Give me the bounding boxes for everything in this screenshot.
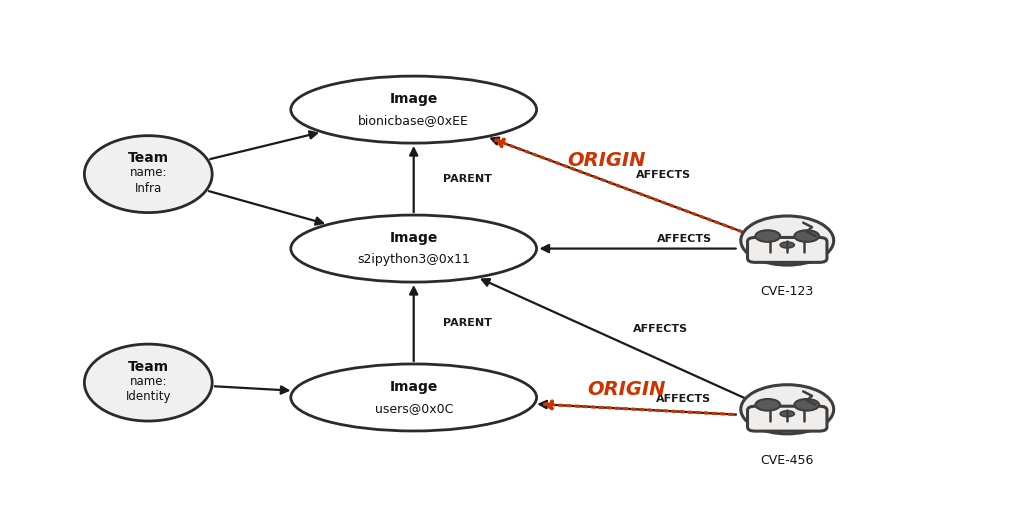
Text: CVE-456: CVE-456 bbox=[761, 454, 814, 467]
Text: Team: Team bbox=[128, 151, 169, 165]
Ellipse shape bbox=[291, 76, 537, 143]
Text: Image: Image bbox=[389, 231, 438, 245]
Text: users@0x0C: users@0x0C bbox=[375, 402, 453, 415]
FancyBboxPatch shape bbox=[748, 237, 827, 262]
Ellipse shape bbox=[291, 215, 537, 282]
Ellipse shape bbox=[780, 411, 795, 417]
Ellipse shape bbox=[84, 135, 212, 212]
Text: PARENT: PARENT bbox=[443, 318, 493, 328]
Ellipse shape bbox=[740, 385, 834, 434]
Text: ORIGIN: ORIGIN bbox=[588, 380, 666, 399]
Text: ORIGIN: ORIGIN bbox=[567, 151, 646, 170]
Text: bionicbase@0xEE: bionicbase@0xEE bbox=[358, 114, 469, 127]
Text: Image: Image bbox=[389, 379, 438, 393]
Text: Infra: Infra bbox=[134, 181, 162, 194]
Ellipse shape bbox=[84, 344, 212, 421]
Text: AFFECTS: AFFECTS bbox=[656, 394, 712, 404]
Text: CVE-123: CVE-123 bbox=[761, 285, 814, 298]
Text: AFFECTS: AFFECTS bbox=[633, 324, 688, 334]
Ellipse shape bbox=[740, 216, 834, 265]
Ellipse shape bbox=[780, 242, 795, 248]
Text: name:: name: bbox=[129, 166, 167, 179]
Ellipse shape bbox=[756, 399, 780, 410]
Text: s2ipython3@0x11: s2ipython3@0x11 bbox=[357, 253, 470, 266]
Text: PARENT: PARENT bbox=[443, 174, 493, 184]
Ellipse shape bbox=[291, 364, 537, 431]
Text: Team: Team bbox=[128, 360, 169, 374]
Ellipse shape bbox=[756, 230, 780, 242]
Ellipse shape bbox=[795, 399, 819, 410]
Text: Image: Image bbox=[389, 92, 438, 105]
Text: Identity: Identity bbox=[126, 390, 171, 403]
Text: name:: name: bbox=[129, 375, 167, 388]
FancyBboxPatch shape bbox=[748, 406, 827, 431]
Text: AFFECTS: AFFECTS bbox=[657, 234, 713, 244]
Ellipse shape bbox=[795, 230, 819, 242]
Text: AFFECTS: AFFECTS bbox=[636, 170, 691, 180]
